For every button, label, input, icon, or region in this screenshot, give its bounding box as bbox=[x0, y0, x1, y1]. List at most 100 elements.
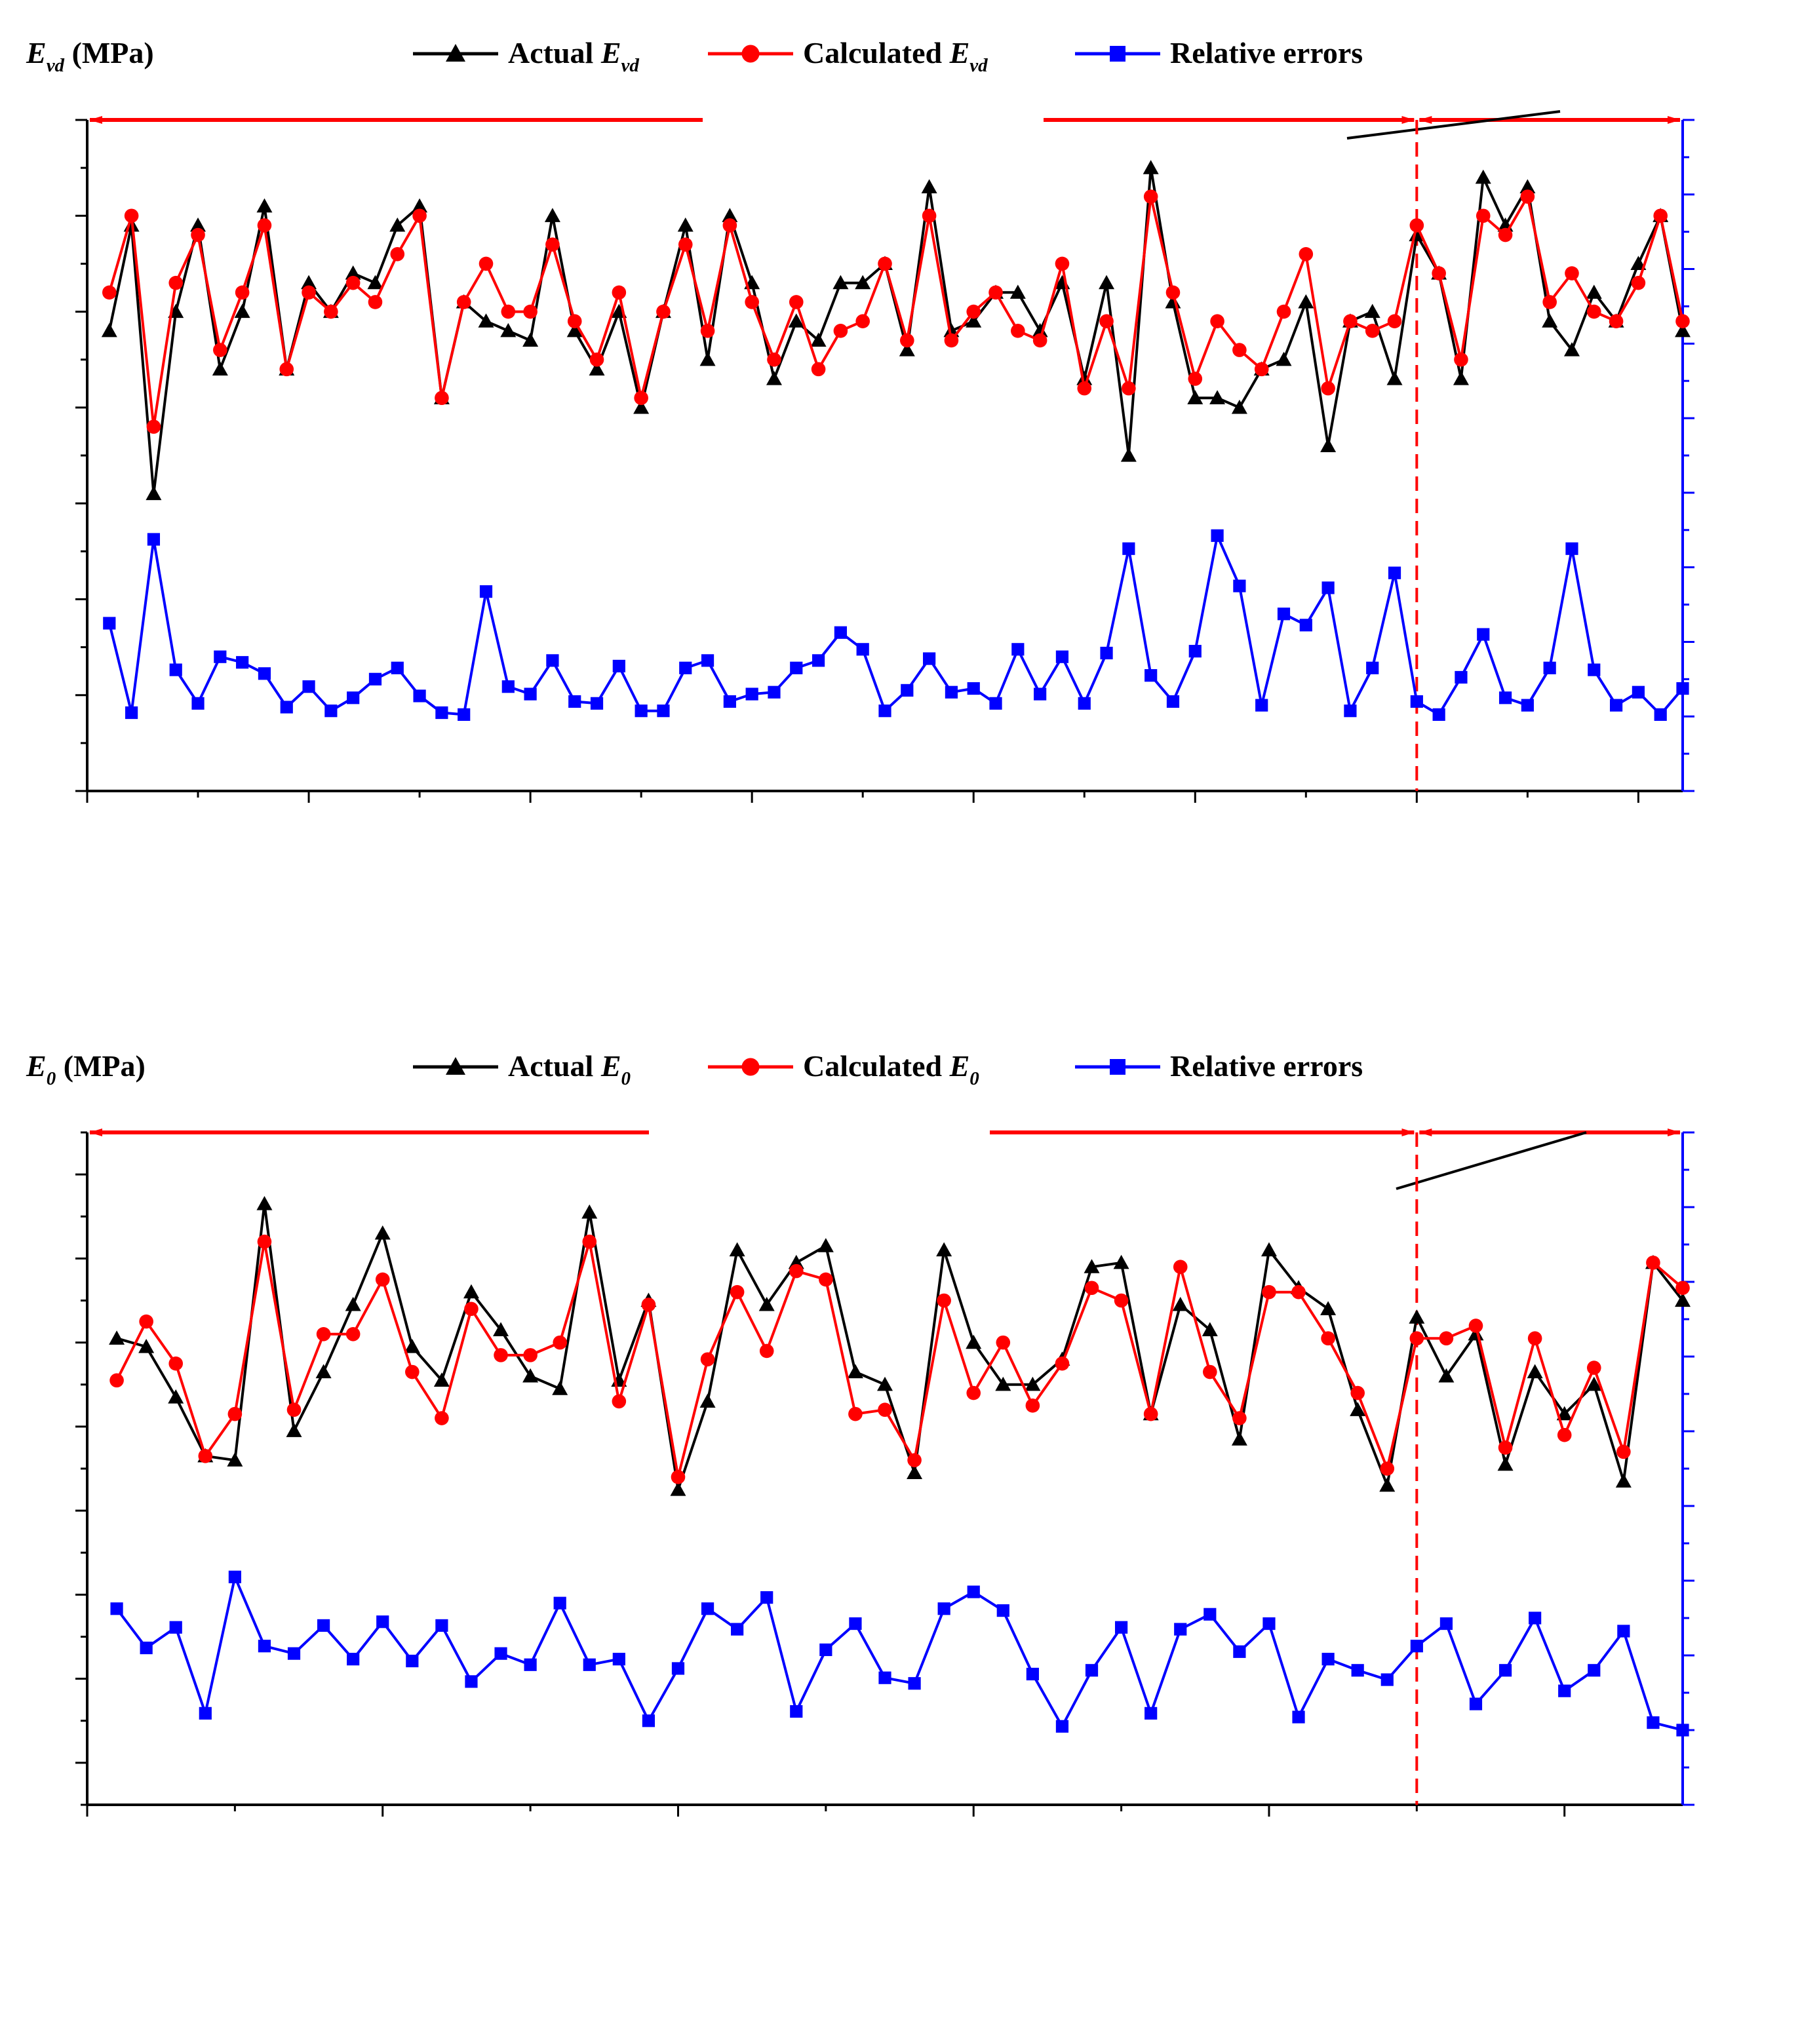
point-errors bbox=[760, 1591, 773, 1604]
point-calculated bbox=[523, 1348, 538, 1362]
point-calculated bbox=[1527, 1331, 1542, 1346]
point-actual bbox=[478, 313, 494, 328]
point-actual bbox=[966, 1334, 982, 1349]
point-actual bbox=[1209, 390, 1226, 404]
point-calculated bbox=[833, 324, 848, 338]
point-calculated bbox=[1299, 247, 1314, 261]
point-calculated bbox=[324, 304, 338, 319]
legend-actual-label: Actual Evd bbox=[508, 36, 639, 76]
point-errors bbox=[391, 661, 404, 674]
point-calculated bbox=[789, 1263, 804, 1279]
point-errors bbox=[1455, 670, 1468, 684]
point-actual bbox=[522, 1368, 539, 1383]
legend-errors: Relative errors bbox=[1075, 36, 1363, 69]
point-errors bbox=[465, 1675, 478, 1688]
point-calculated bbox=[1350, 1385, 1365, 1400]
point-calculated bbox=[191, 227, 205, 242]
point-errors bbox=[834, 626, 847, 639]
point-errors bbox=[1277, 607, 1291, 621]
point-errors bbox=[657, 704, 670, 718]
point-actual bbox=[256, 198, 273, 213]
point-actual bbox=[1630, 256, 1647, 271]
point-errors bbox=[413, 689, 426, 703]
point-errors bbox=[901, 684, 914, 697]
point-calculated bbox=[1203, 1364, 1217, 1379]
point-calculated bbox=[109, 1373, 124, 1388]
point-errors bbox=[169, 1621, 182, 1634]
point-actual bbox=[1320, 1301, 1337, 1315]
point-actual bbox=[256, 1196, 273, 1210]
point-actual bbox=[1032, 322, 1048, 337]
point-errors bbox=[671, 1662, 685, 1675]
point-errors bbox=[1351, 1664, 1364, 1677]
point-actual bbox=[1084, 1259, 1100, 1273]
point-errors bbox=[1469, 1697, 1483, 1710]
point-actual bbox=[404, 1339, 420, 1353]
point-calculated bbox=[1454, 352, 1468, 367]
legend-actual: Actual E0 bbox=[413, 1049, 631, 1089]
point-calculated bbox=[1262, 1284, 1276, 1300]
point-errors bbox=[1321, 581, 1335, 594]
point-calculated bbox=[1084, 1281, 1099, 1296]
point-actual bbox=[877, 1376, 893, 1391]
regression-label-bg bbox=[649, 1113, 990, 1149]
point-actual bbox=[463, 1284, 479, 1299]
point-errors bbox=[347, 1653, 360, 1666]
point-calculated bbox=[1011, 324, 1025, 338]
point-errors bbox=[937, 1602, 950, 1615]
point-actual bbox=[1586, 1376, 1602, 1391]
point-errors bbox=[1647, 1716, 1660, 1729]
point-actual bbox=[936, 1242, 952, 1257]
legend-calculated: Calculated E0 bbox=[708, 1049, 979, 1089]
point-actual bbox=[1563, 342, 1580, 357]
point-calculated bbox=[700, 324, 715, 338]
chart-panel-b: E0 (MPa) Actual E0 Calculated E0 Relative e… bbox=[26, 1049, 1694, 1817]
point-actual bbox=[1542, 313, 1558, 328]
point-calculated bbox=[1025, 1398, 1040, 1413]
point-actual bbox=[374, 1225, 391, 1240]
point-errors bbox=[287, 1647, 301, 1660]
point-actual bbox=[345, 1296, 361, 1311]
point-errors bbox=[701, 1602, 714, 1615]
point-errors bbox=[856, 643, 869, 656]
point-errors bbox=[103, 617, 116, 630]
point-calculated bbox=[302, 285, 316, 300]
point-calculated bbox=[1321, 1331, 1335, 1346]
point-calculated bbox=[966, 1385, 981, 1400]
point-errors bbox=[317, 1619, 330, 1632]
point-calculated bbox=[1653, 208, 1668, 223]
legend-actual-label: Actual E0 bbox=[508, 1049, 631, 1089]
point-actual bbox=[1187, 390, 1203, 404]
point-calculated bbox=[1557, 1427, 1572, 1442]
point-calculated bbox=[102, 285, 117, 300]
point-calculated bbox=[1232, 1411, 1247, 1425]
point-calculated bbox=[139, 1314, 153, 1329]
series-errors bbox=[103, 529, 1689, 721]
point-calculated bbox=[390, 247, 405, 261]
point-calculated bbox=[368, 295, 383, 309]
point-calculated bbox=[988, 285, 1003, 300]
point-errors bbox=[524, 687, 537, 701]
point-actual bbox=[1120, 448, 1137, 462]
point-actual bbox=[633, 399, 650, 414]
point-calculated bbox=[589, 352, 604, 367]
point-calculated bbox=[1032, 333, 1047, 348]
point-actual bbox=[1172, 1296, 1188, 1311]
point-actual bbox=[286, 1423, 302, 1437]
point-errors bbox=[140, 1642, 153, 1655]
point-errors bbox=[878, 704, 891, 718]
point-actual bbox=[817, 1238, 834, 1252]
point-errors bbox=[1521, 699, 1534, 712]
point-calculated bbox=[878, 1402, 892, 1417]
point-calculated bbox=[1276, 304, 1291, 319]
point-errors bbox=[723, 695, 736, 708]
point-calculated bbox=[494, 1348, 508, 1362]
point-errors bbox=[236, 656, 249, 669]
point-errors bbox=[923, 652, 936, 665]
point-actual bbox=[345, 265, 361, 280]
point-calculated bbox=[1439, 1331, 1454, 1346]
point-errors bbox=[1026, 1667, 1039, 1681]
point-errors bbox=[1085, 1664, 1099, 1677]
point-errors bbox=[1366, 661, 1379, 674]
point-calculated bbox=[1675, 314, 1690, 329]
